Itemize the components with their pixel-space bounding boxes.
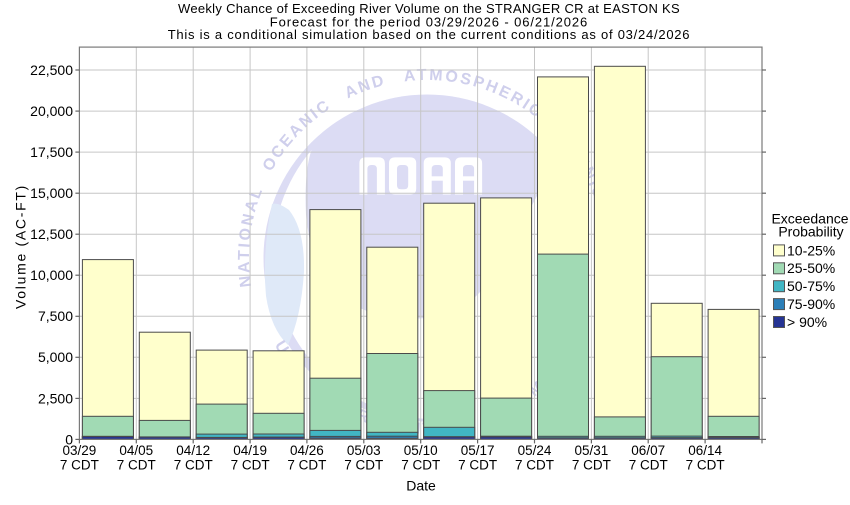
svg-text:7 CDT: 7 CDT (458, 458, 497, 473)
svg-text:7 CDT: 7 CDT (174, 458, 213, 473)
svg-text:7 CDT: 7 CDT (287, 458, 326, 473)
svg-text:5,000: 5,000 (38, 349, 73, 365)
svg-text:Forecast for the period 03/29/: Forecast for the period 03/29/2026 - 06/… (270, 15, 588, 30)
svg-text:> 90%: > 90% (787, 314, 827, 330)
svg-text:7 CDT: 7 CDT (686, 458, 725, 473)
svg-text:Weekly Chance of Exceeding Riv: Weekly Chance of Exceeding River Volume … (178, 1, 680, 16)
svg-text:05/10: 05/10 (404, 443, 438, 458)
svg-text:Exceedance: Exceedance (771, 211, 848, 227)
svg-text:10-25%: 10-25% (787, 242, 835, 258)
svg-text:05/24: 05/24 (518, 443, 552, 458)
svg-text:75-90%: 75-90% (787, 296, 835, 312)
svg-text:10,000: 10,000 (30, 267, 73, 283)
svg-text:05/03: 05/03 (347, 443, 381, 458)
svg-text:Probability: Probability (778, 224, 843, 240)
svg-text:This is a conditional simulati: This is a conditional simulation based o… (168, 27, 691, 42)
svg-text:05/31: 05/31 (575, 443, 609, 458)
svg-text:04/05: 04/05 (119, 443, 153, 458)
svg-text:7,500: 7,500 (38, 308, 73, 324)
svg-text:04/19: 04/19 (233, 443, 267, 458)
svg-text:20,000: 20,000 (30, 103, 73, 119)
svg-text:50-75%: 50-75% (787, 278, 835, 294)
svg-text:04/26: 04/26 (290, 443, 324, 458)
svg-text:22,500: 22,500 (30, 62, 73, 78)
svg-text:2,500: 2,500 (38, 390, 73, 406)
svg-text:17,500: 17,500 (30, 144, 73, 160)
svg-text:04/12: 04/12 (176, 443, 210, 458)
svg-text:7 CDT: 7 CDT (515, 458, 554, 473)
svg-text:15,000: 15,000 (30, 185, 73, 201)
svg-text:Volume (AC-FT): Volume (AC-FT) (13, 184, 29, 309)
svg-text:25-50%: 25-50% (787, 260, 835, 276)
svg-text:06/14: 06/14 (688, 443, 722, 458)
svg-text:05/17: 05/17 (461, 443, 495, 458)
svg-text:7 CDT: 7 CDT (344, 458, 383, 473)
svg-text:7 CDT: 7 CDT (60, 458, 99, 473)
svg-text:7 CDT: 7 CDT (629, 458, 668, 473)
svg-text:12,500: 12,500 (30, 226, 73, 242)
svg-text:7 CDT: 7 CDT (117, 458, 156, 473)
svg-text:03/29: 03/29 (63, 443, 97, 458)
svg-text:7 CDT: 7 CDT (401, 458, 440, 473)
svg-text:0: 0 (65, 431, 73, 447)
svg-text:06/07: 06/07 (631, 443, 665, 458)
svg-text:Date: Date (406, 478, 436, 494)
svg-text:7 CDT: 7 CDT (572, 458, 611, 473)
svg-text:7 CDT: 7 CDT (231, 458, 270, 473)
